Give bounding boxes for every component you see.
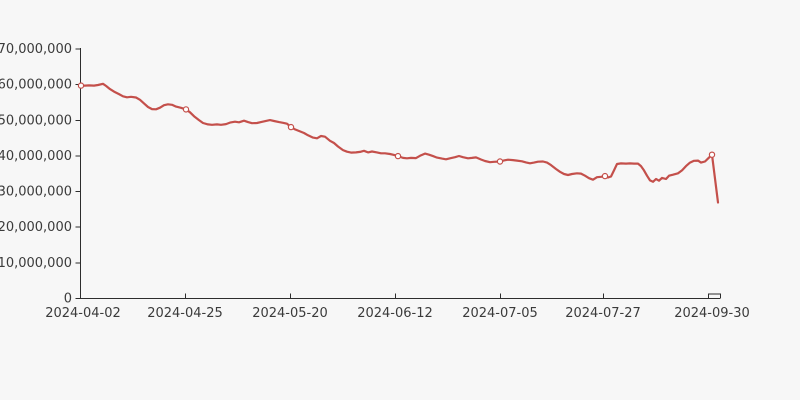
y-tick-label: 70,000,000 [0,42,72,57]
x-tick-label: 2024-04-25 [147,306,223,321]
x-tick-label: 2024-09-30 [674,306,750,321]
series-line [79,82,720,204]
data-point-marker [77,82,85,89]
y-tick-label: 0 [64,292,72,307]
data-point-marker [708,151,716,158]
y-tick-label: 10,000,000 [0,256,72,271]
x-tick-label: 2024-05-20 [252,306,328,321]
x-tick-label: 2024-07-05 [462,306,538,321]
y-tick-label: 50,000,000 [0,113,72,128]
y-tick-label: 40,000,000 [0,149,72,164]
y-tick-label: 60,000,000 [0,78,72,93]
x-tick-label: 2024-04-02 [45,306,121,321]
x-tick-label: 2024-07-27 [565,306,641,321]
data-point-marker [601,172,609,180]
y-tick-label: 20,000,000 [0,220,72,235]
x-tick-label: 2024-06-12 [357,306,433,321]
y-tick-label: 30,000,000 [0,185,72,200]
data-point-marker [182,106,190,113]
data-point-marker [287,123,295,131]
data-point-marker [394,152,402,160]
data-point-marker [496,158,504,165]
